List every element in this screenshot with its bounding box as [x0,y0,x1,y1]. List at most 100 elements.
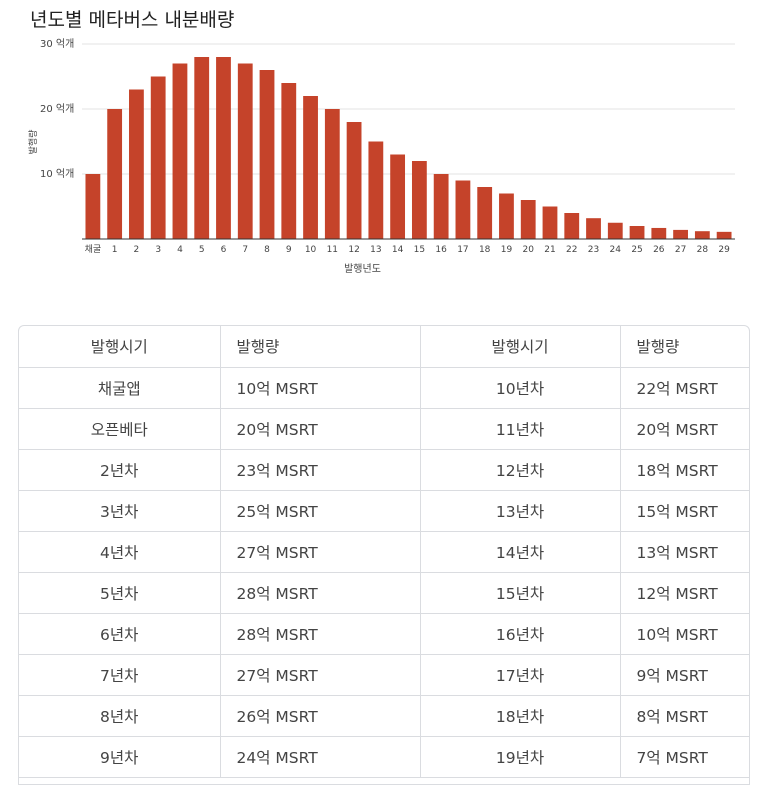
cell-amount: 7억 MSRT [620,736,749,778]
bar [564,213,580,239]
bar [542,206,558,239]
table-row: 2년차 23억 MSRT 12년차 18억 MSRT [19,449,749,491]
x-tick-label: 9 [286,245,292,255]
x-tick-label: 8 [264,245,270,255]
bar [586,218,601,239]
cell-amount: 22억 MSRT [620,367,749,409]
x-tick-label: 13 [370,245,381,255]
cell-amount: 28억 MSRT [220,572,421,614]
cell-amount: 24억 MSRT [220,736,421,778]
bar [194,57,210,239]
x-tick-label: 21 [544,245,555,255]
cell-amount: 27억 MSRT [220,654,421,696]
bar [85,174,101,239]
cell-period: 7년차 [19,654,221,696]
cell-period: 4년차 [19,531,221,573]
bar [607,222,623,239]
header-amount: 발행량 [620,326,749,368]
bar [368,141,384,239]
cell-period: 3년차 [19,490,221,532]
table-row: 9년차 24억 MSRT 19년차 7억 MSRT [19,736,749,778]
bar [129,89,144,239]
bar [324,109,340,239]
cell-period: 19년차 [420,736,621,778]
cell-period: 6년차 [19,613,221,655]
cell-amount: 10억 MSRT [220,367,421,409]
cell-period: 5년차 [19,572,221,614]
x-tick-label: 3 [155,245,161,255]
x-tick-label: 20 [522,245,534,255]
bar [107,109,123,239]
bar [216,57,231,239]
cell-amount: 27억 MSRT [220,531,421,573]
cell-period: 11년차 [420,408,621,450]
x-tick-label: 7 [242,245,248,255]
bar [259,70,275,239]
bar [651,227,667,239]
x-tick-label: 17 [457,245,468,255]
bar [346,122,362,239]
x-tick-label: 채굴 [85,244,102,255]
bar [411,161,427,239]
cell-period: 2년차 [19,449,221,491]
table-row: 5년차 28억 MSRT 15년차 12억 MSRT [19,572,749,614]
table-row: 3년차 25억 MSRT 13년차 15억 MSRT [19,490,749,532]
bar [455,180,471,239]
table-row: 채굴앱 10억 MSRT 10년차 22억 MSRT [19,367,749,409]
cell-amount: 18억 MSRT [620,449,749,491]
x-tick-label: 25 [631,245,642,255]
x-tick-label: 15 [414,245,425,255]
cell-period: 14년차 [420,531,621,573]
x-tick-label: 26 [653,245,665,255]
bar [629,226,645,239]
bar [303,96,318,239]
x-tick-label: 19 [501,245,513,255]
x-tick-label: 4 [177,245,183,255]
x-tick-label: 24 [610,245,622,255]
x-tick-label: 22 [566,245,577,255]
table-header-row: 발행시기 발행량 발행시기 발행량 [19,326,749,368]
table-row: 오픈베타 20억 MSRT 11년차 20억 MSRT [19,408,749,450]
y-axis-title: 발행량 [27,130,39,155]
cell-period: 8년차 [19,695,221,737]
issuance-table-container: 발행시기 발행량 발행시기 발행량 채굴앱 10억 MSRT 10년차 22억 … [18,325,750,785]
x-tick-label: 16 [435,245,447,255]
header-period: 발행시기 [19,326,221,368]
bar [520,200,536,239]
bar [673,229,688,239]
cell-period: 15년차 [420,572,621,614]
x-tick-label: 23 [588,245,599,255]
cell-period: 18년차 [420,695,621,737]
cell-amount: 25억 MSRT [220,490,421,532]
x-tick-label: 2 [134,245,140,255]
cell-amount: 28억 MSRT [220,613,421,655]
y-tick-label: 20 억개 [40,103,74,115]
bar [150,76,166,239]
x-tick-label: 10 [305,245,317,255]
cell-period: 9년차 [19,736,221,778]
table-row: 7년차 27억 MSRT 17년차 9억 MSRT [19,654,749,696]
y-tick-label: 10 억개 [40,168,74,180]
cell-amount: 10억 MSRT [620,613,749,655]
cell-amount: 23억 MSRT [220,449,421,491]
cell-period: 12년차 [420,449,621,491]
y-tick-label: 30 억개 [40,38,74,50]
header-period: 발행시기 [420,326,621,368]
x-tick-label: 18 [479,245,491,255]
cell-amount: 13억 MSRT [620,531,749,573]
x-tick-label: 11 [327,245,338,255]
cell-period: 17년차 [420,654,621,696]
table-row: 6년차 28억 MSRT 16년차 10억 MSRT [19,613,749,655]
cell-period: 10년차 [420,367,621,409]
bar [477,187,493,239]
x-tick-label: 1 [112,245,118,255]
cell-amount: 8억 MSRT [620,695,749,737]
cell-period: 채굴앱 [19,367,221,409]
bar [281,83,297,239]
chart-title: 년도별 메타버스 내분배량 [30,9,235,31]
x-tick-label: 6 [221,245,227,255]
cell-period: 13년차 [420,490,621,532]
bar [237,63,253,239]
header-amount: 발행량 [220,326,421,368]
